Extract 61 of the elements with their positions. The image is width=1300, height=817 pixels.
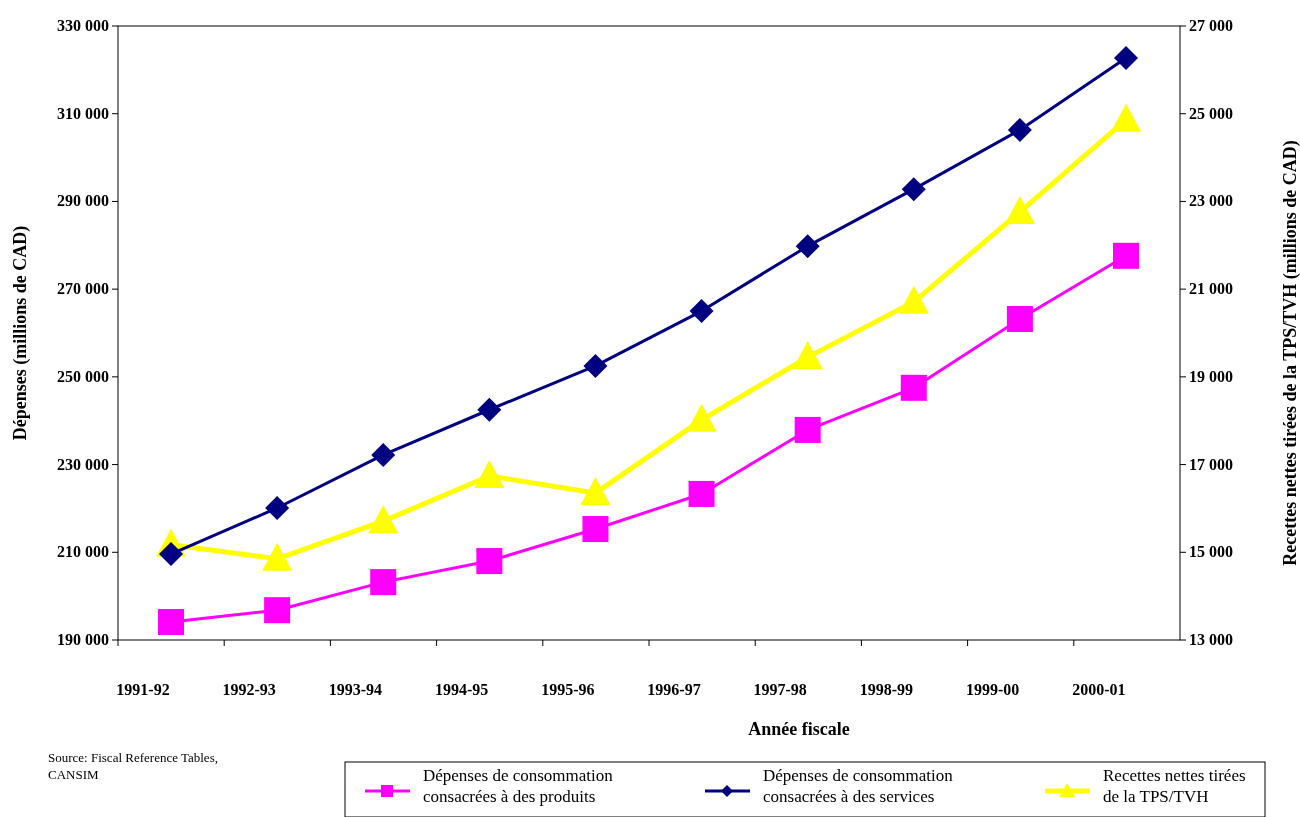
point: [1007, 117, 1032, 142]
point: [582, 516, 609, 543]
point: [158, 609, 184, 636]
point: [474, 459, 505, 488]
point: [262, 542, 293, 571]
y-tick-label: 310 000: [57, 104, 109, 122]
y2-tick-label: 25 000: [1189, 104, 1233, 122]
legend-label: Recettes nettes tirées de la TPS/TVH: [1103, 766, 1246, 806]
y2-tick-label: 21 000: [1189, 280, 1233, 298]
point: [264, 597, 291, 624]
point: [583, 353, 608, 378]
point: [795, 234, 820, 259]
point: [477, 397, 502, 422]
x-tick-label: 2000-01: [1072, 681, 1126, 698]
legend-label: Dépenses de consommation consacrées à des services: [763, 766, 954, 806]
point: [1113, 242, 1139, 269]
point: [371, 442, 396, 467]
y2-tick-label: 19 000: [1189, 367, 1233, 385]
point: [901, 177, 926, 202]
x-tick-label: 1991-92: [116, 681, 170, 698]
y2-tick-label: 15 000: [1189, 543, 1233, 561]
point: [580, 477, 611, 506]
y-tick-label: 290 000: [57, 192, 109, 210]
point: [688, 480, 715, 507]
y2-tick-label: 17 000: [1189, 455, 1233, 473]
point: [1006, 305, 1033, 332]
x-tick-label: 1995-96: [541, 681, 595, 698]
x-tick-label: 1992-93: [222, 681, 276, 698]
x-tick-label: 1996-97: [647, 681, 701, 698]
y2-tick-label: 27 000: [1189, 17, 1233, 34]
legend-label: Dépenses de consommation consacrées à des produits: [423, 766, 614, 806]
point: [1114, 46, 1138, 71]
point: [794, 416, 821, 443]
y-tick-label: 210 000: [57, 543, 109, 561]
y2-tick-label: 23 000: [1189, 192, 1233, 210]
y-axis-title: Dépenses (millions de CAD): [10, 225, 31, 441]
x-tick-label: 1999-00: [965, 681, 1020, 698]
point: [1004, 195, 1035, 224]
y2-tick-label: 13 000: [1189, 631, 1233, 648]
x-tick-label: 1994-95: [434, 681, 489, 698]
y-tick-label: 230 000: [57, 455, 109, 473]
y-tick-label: 270 000: [57, 280, 109, 298]
point: [1111, 103, 1141, 132]
point: [689, 299, 714, 324]
y-tick-label: 330 000: [57, 17, 109, 34]
x-axis-title: Année fiscale: [748, 719, 850, 739]
point: [370, 569, 397, 596]
point: [265, 495, 290, 520]
point: [900, 374, 927, 401]
source-note: Source: Fiscal Reference Tables, CANSIM: [48, 750, 218, 782]
point: [898, 285, 929, 314]
point: [686, 403, 717, 432]
point: [792, 341, 823, 370]
x-tick-label: 1993-94: [328, 681, 383, 698]
y-tick-label: 250 000: [57, 367, 109, 385]
x-tick-label: 1998-99: [859, 681, 914, 698]
y-tick-label: 190 000: [57, 631, 109, 648]
y2-axis-title: Recettes nettes tirées de la TPS/TVH (millions de CAD): [1280, 140, 1300, 566]
x-tick-label: 1997-98: [753, 681, 807, 698]
point: [368, 505, 399, 534]
point: [476, 548, 503, 575]
